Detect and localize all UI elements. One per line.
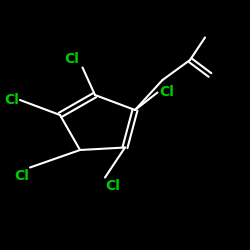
Text: Cl: Cl — [4, 93, 19, 107]
Text: Cl: Cl — [159, 86, 174, 100]
Text: Cl: Cl — [64, 52, 79, 66]
Text: Cl: Cl — [14, 169, 29, 183]
Text: Cl: Cl — [105, 179, 120, 193]
